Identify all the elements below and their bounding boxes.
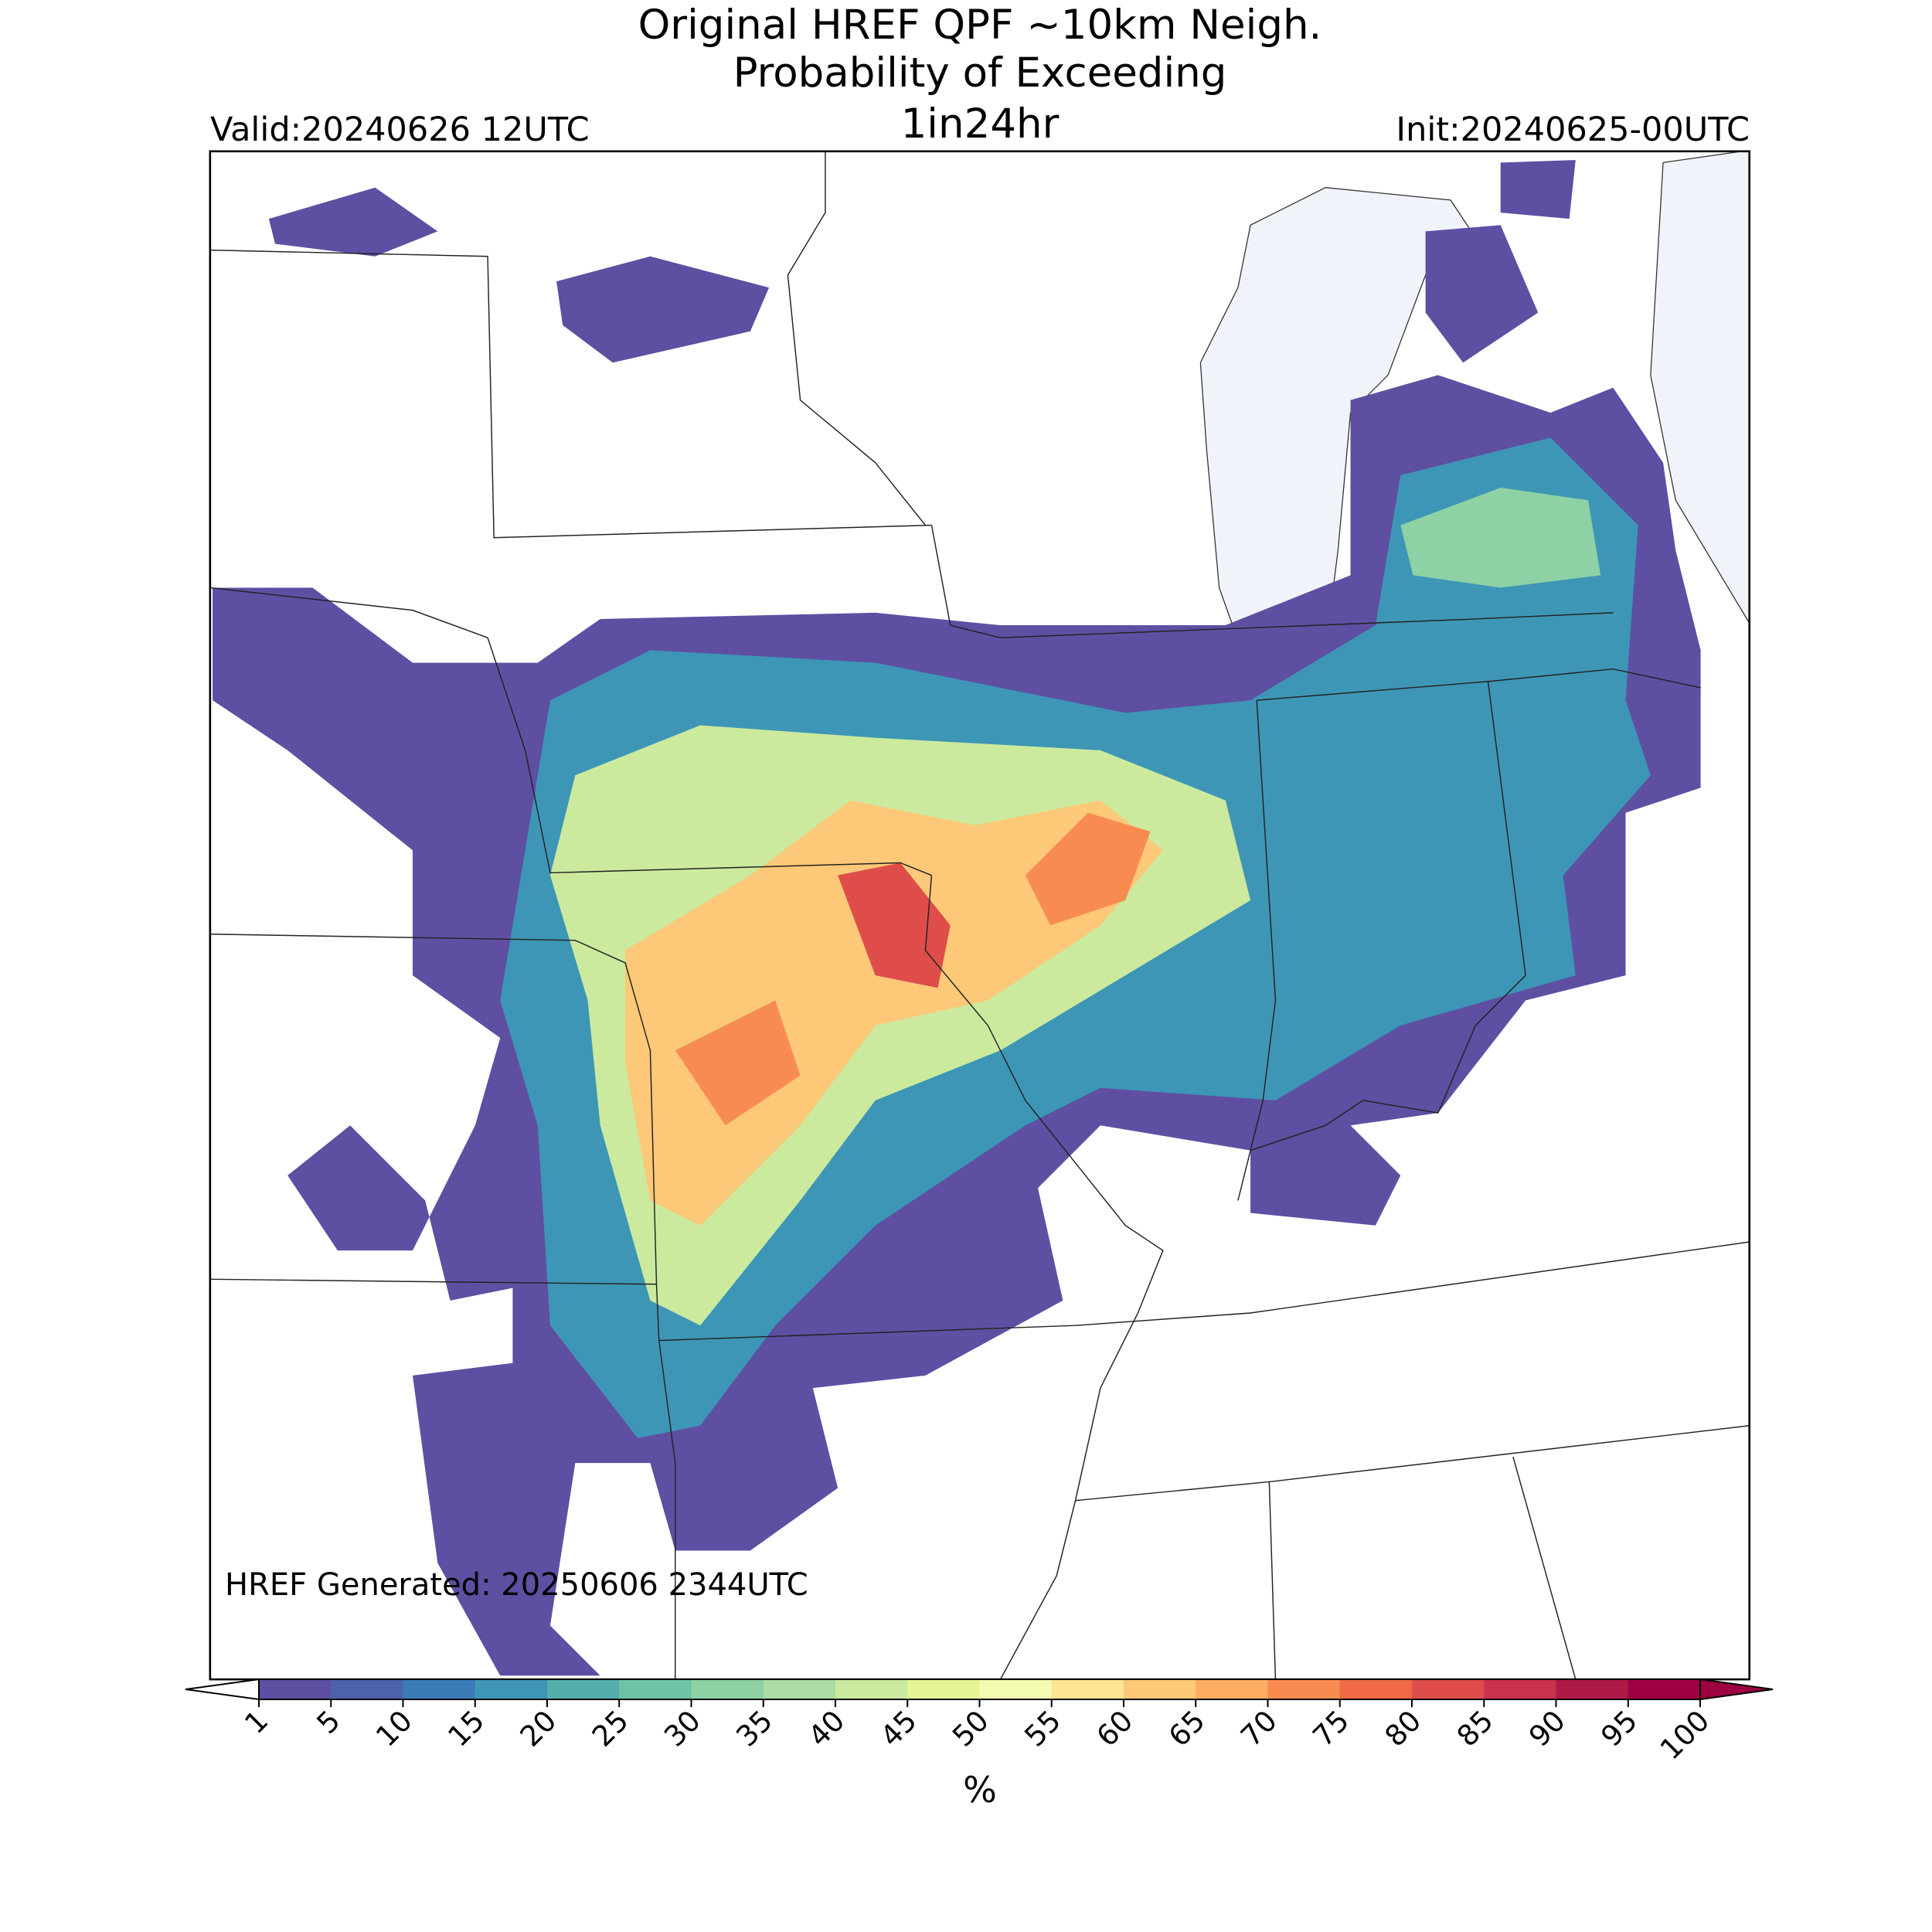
colorbar-tick-label: 25 [586, 1704, 635, 1753]
colorbar-tick-label: 90 [1522, 1704, 1572, 1753]
colorbar-tick-label: 100 [1654, 1704, 1716, 1766]
colorbar-segment [1051, 1679, 1124, 1699]
colorbar-tick-label: 95 [1594, 1704, 1644, 1753]
colorbar-tick-label: 40 [802, 1704, 852, 1753]
colorbar: 1 5 10 15 20 25 30 35 40 45 50 55 60 65 70 75 80 85 90 95 10… [185, 1678, 1774, 1766]
colorbar-segment [547, 1679, 620, 1699]
colorbar-tick-label: 55 [1018, 1704, 1067, 1753]
title-line: Probability of Exceeding [733, 49, 1227, 97]
colorbar-tick-label: 45 [874, 1704, 923, 1753]
colorbar-segment [1339, 1679, 1413, 1699]
colorbar-segment [1196, 1679, 1268, 1699]
colorbar-tick-label: 75 [1306, 1704, 1355, 1753]
precip-area [1400, 488, 1601, 588]
colorbar-segment [907, 1679, 980, 1699]
init-time: Init:20240625-00UTC [1396, 111, 1750, 149]
title-line: 1in24hr [901, 100, 1060, 148]
precip-area [1500, 160, 1576, 219]
colorbar-segment [1484, 1679, 1556, 1699]
colorbar-segment [331, 1679, 403, 1699]
colorbar-segment [1267, 1679, 1341, 1699]
precip-area [1025, 812, 1151, 926]
colorbar-tick-label: 80 [1379, 1704, 1428, 1753]
colorbar-tick-label: 70 [1234, 1704, 1284, 1753]
precip-area [556, 256, 770, 363]
colorbar-tick-label: 35 [730, 1704, 779, 1753]
colorbar-segment [835, 1679, 908, 1699]
generated-time: HREF Generated: 20250606 2344UTC [225, 1567, 808, 1603]
map [209, 150, 1751, 1681]
colorbar-extend-max [1699, 1678, 1774, 1701]
colorbar-tick-label: 5 [311, 1704, 347, 1740]
colorbar-tick-label: 20 [514, 1704, 563, 1753]
precip-area [675, 1000, 801, 1126]
colorbar-segment [691, 1679, 764, 1699]
colorbar-tick-label: 85 [1451, 1704, 1500, 1753]
colorbar-segment [1124, 1679, 1196, 1699]
precip-area [838, 862, 951, 988]
colorbar-segment [1412, 1679, 1485, 1699]
colorbar-tick-label: 60 [1090, 1704, 1140, 1753]
colorbar-tick-label: 65 [1162, 1704, 1212, 1753]
colorbar-label: % [963, 1769, 997, 1811]
title-line: Original HREF QPF ~10km Neigh. [638, 2, 1322, 49]
colorbar-segment [1556, 1679, 1629, 1699]
colorbar-segment [259, 1679, 332, 1699]
colorbar-tick-label: 50 [946, 1704, 995, 1753]
colorbar-segment [763, 1679, 836, 1699]
colorbar-segment [619, 1679, 692, 1699]
colorbar-tick-label: 15 [441, 1704, 491, 1753]
colorbar-segment [979, 1679, 1053, 1699]
colorbar-tick-label: 30 [658, 1704, 707, 1753]
colorbar-tick-label: 10 [369, 1704, 419, 1753]
precip-area [1425, 225, 1539, 363]
colorbar-segment [403, 1679, 476, 1699]
colorbar-segment [474, 1679, 548, 1699]
boundaries [209, 151, 1750, 1680]
colorbar-segment [1628, 1679, 1701, 1699]
colorbar-tick-label: 1 [238, 1704, 274, 1740]
valid-time: Valid:20240626 12UTC [210, 111, 590, 149]
colorbar-extend-min [185, 1678, 260, 1701]
precip-area [625, 800, 1163, 1226]
precip-area [268, 187, 438, 257]
